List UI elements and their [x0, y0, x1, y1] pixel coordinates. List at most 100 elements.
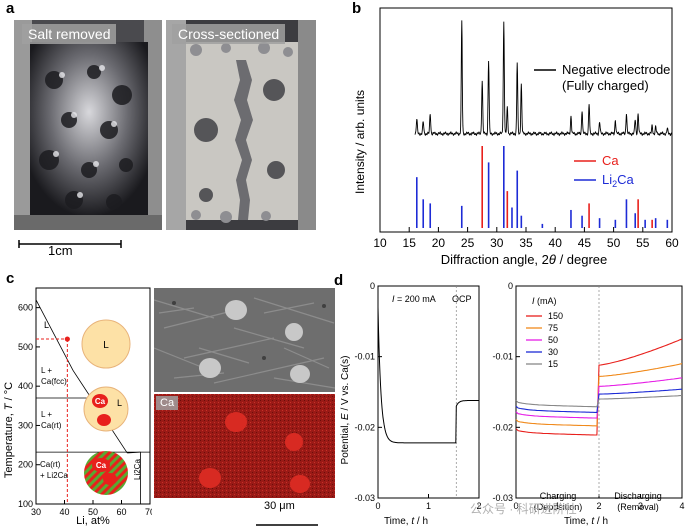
- xrd-x-tick-label: 25: [461, 236, 475, 250]
- region-cart-li2ca: Ca(rt): [40, 460, 61, 469]
- legend-label-50: 50: [548, 335, 558, 345]
- left-x-tick-label: 2: [476, 501, 481, 511]
- right-y-tick-label: 0: [508, 281, 513, 291]
- eds-ca-label: Ca: [156, 396, 179, 410]
- marker-point: [64, 336, 70, 342]
- phase-y-tick-label: 200: [18, 460, 33, 470]
- legend-electrode-2: (Fully charged): [562, 78, 649, 93]
- xrd-y-axis-label: Intensity / arb. units: [353, 90, 367, 194]
- phase-x-tick-label: 40: [59, 507, 69, 517]
- right-x-tick-label: 2: [596, 501, 601, 511]
- left-x-tick-label: 0: [375, 501, 380, 511]
- panel-letter-b: b: [352, 0, 362, 17]
- region-l: L: [44, 320, 49, 330]
- potential-curve-200ma: [377, 307, 479, 444]
- eds-ca-map: Ca: [154, 394, 335, 498]
- xrd-x-tick-label: 60: [665, 236, 679, 250]
- potential-y-tick-label: -0.01: [354, 352, 375, 362]
- potential-y-axis-label: Potential, E / V vs. Ca(s): [340, 356, 351, 465]
- ocp-label: OCP: [452, 294, 472, 304]
- potential-curve-30ma: [515, 388, 683, 413]
- right-y-tick-label: -0.01: [492, 352, 513, 362]
- region-li2ca: Li2Ca: [133, 459, 142, 480]
- xrd-x-tick-label: 55: [636, 236, 650, 250]
- salt-removed-photo: Salt removed: [14, 20, 162, 230]
- xrd-x-tick-label: 30: [490, 236, 504, 250]
- phase-x-tick-label: 50: [88, 507, 98, 517]
- region-cart-li2ca-2: + Li2Ca: [40, 471, 68, 480]
- svg-text:Ca: Ca: [95, 397, 106, 406]
- phase-x-tick-label: 70: [145, 507, 152, 517]
- xrd-x-tick-label: 35: [519, 236, 533, 250]
- phase-y-tick-label: 500: [18, 342, 33, 352]
- xrd-chart: 10 15 20 25 30 35 40 45 50 55 60 Intensity / arb. …: [353, 7, 679, 267]
- sem-scale-bar-label: 30 μm: [264, 500, 295, 512]
- right-x-tick-label: 4: [679, 501, 684, 511]
- right-x-tick-label: 1: [555, 501, 560, 511]
- cross-sectioned-label: Cross-sectioned: [172, 24, 286, 44]
- region-l-cafcc: L +: [41, 366, 52, 375]
- right-time-axis-label: Time, t / h: [564, 516, 608, 527]
- left-x-tick-label: 1: [426, 501, 431, 511]
- right-y-tick-label: -0.03: [492, 493, 513, 503]
- xrd-x-tick-label: 10: [373, 236, 387, 250]
- charging-label: Charging: [540, 491, 577, 501]
- cross-sectioned-photo: Cross-sectioned: [166, 20, 316, 230]
- xrd-plot-frame: [379, 7, 673, 233]
- svg-text:L: L: [117, 398, 122, 408]
- xrd-x-tick-label: 50: [607, 236, 621, 250]
- panel-letter-c: c: [6, 270, 15, 287]
- potential-y-tick-label: 0: [370, 281, 375, 291]
- xrd-pattern-line: [414, 20, 673, 137]
- potential-curve-150ma: [515, 338, 683, 436]
- right-x-tick-label: 3: [638, 501, 643, 511]
- legend-title: I (mA): [532, 296, 557, 306]
- discharging-label: Discharging: [614, 491, 662, 501]
- xrd-x-tick-label: 45: [578, 236, 592, 250]
- salt-removed-label: Salt removed: [22, 24, 117, 44]
- panel-letter-a: a: [6, 0, 15, 17]
- region-l-cafcc-2: Ca(fcc): [41, 377, 67, 386]
- region-l-cart: L +: [41, 410, 52, 419]
- watermark: 公众号 · 科研进阶社: [470, 502, 577, 516]
- sketch-solid: Ca: [84, 451, 128, 495]
- sem-image: [154, 288, 335, 392]
- phase-y-tick-label: 400: [18, 381, 33, 391]
- potential-curve-15ma: [515, 394, 683, 408]
- right-x-tick-label: 0: [513, 501, 518, 511]
- legend-label-150: 150: [548, 311, 563, 321]
- xrd-x-tick-label: 20: [432, 236, 446, 250]
- xrd-x-tick-label: 40: [549, 236, 563, 250]
- legend-label-15: 15: [548, 359, 558, 369]
- sketch-liquid: L: [81, 319, 131, 369]
- left-time-axis-label: Time, t / h: [384, 516, 428, 527]
- phase-y-tick-label: 300: [18, 420, 33, 430]
- phase-x-tick-label: 60: [116, 507, 126, 517]
- scale-bar-1cm-label: 1cm: [48, 243, 73, 258]
- legend-label-75: 75: [548, 323, 558, 333]
- sketch-liquid-ca: Ca L: [83, 386, 129, 432]
- potential-curve-75ma: [515, 363, 683, 427]
- legend-electrode: Negative electrode: [562, 62, 670, 77]
- legend-li2ca: Li2Ca: [602, 172, 635, 189]
- potential-y-tick-label: -0.02: [354, 422, 375, 432]
- legend-label-30: 30: [548, 347, 558, 357]
- current-annotation: I = 200 mA: [392, 294, 436, 304]
- phase-y-tick-label: 100: [18, 499, 33, 509]
- charging-label-2: (Deposition): [534, 502, 583, 512]
- svg-text:L: L: [103, 340, 109, 351]
- phase-diagram: 30 40 50 60 70 100 200 300 400 500 600 Temperature…: [3, 287, 152, 527]
- liquidus-tail: [127, 451, 141, 454]
- phase-x-tick-label: 30: [31, 507, 41, 517]
- legend-ca: Ca: [602, 153, 619, 168]
- potential-y-tick-label: -0.03: [354, 493, 375, 503]
- sem-scale-bar: [256, 514, 318, 526]
- region-l-cart-2: Ca(rt): [41, 421, 62, 430]
- discharging-label-2: (Removal): [617, 502, 659, 512]
- potential-chart: 0-0.01-0.02-0.030 1 2 0-0.01-0.02-0.030 1 2 3…: [340, 281, 685, 527]
- potential-curve-50ma: [515, 377, 683, 419]
- xrd-x-axis-label: Diffraction angle, 2θ / degree: [441, 252, 608, 267]
- scale-bar-1cm: [18, 236, 122, 248]
- xrd-x-tick-label: 15: [403, 236, 417, 250]
- right-y-tick-label: -0.02: [492, 422, 513, 432]
